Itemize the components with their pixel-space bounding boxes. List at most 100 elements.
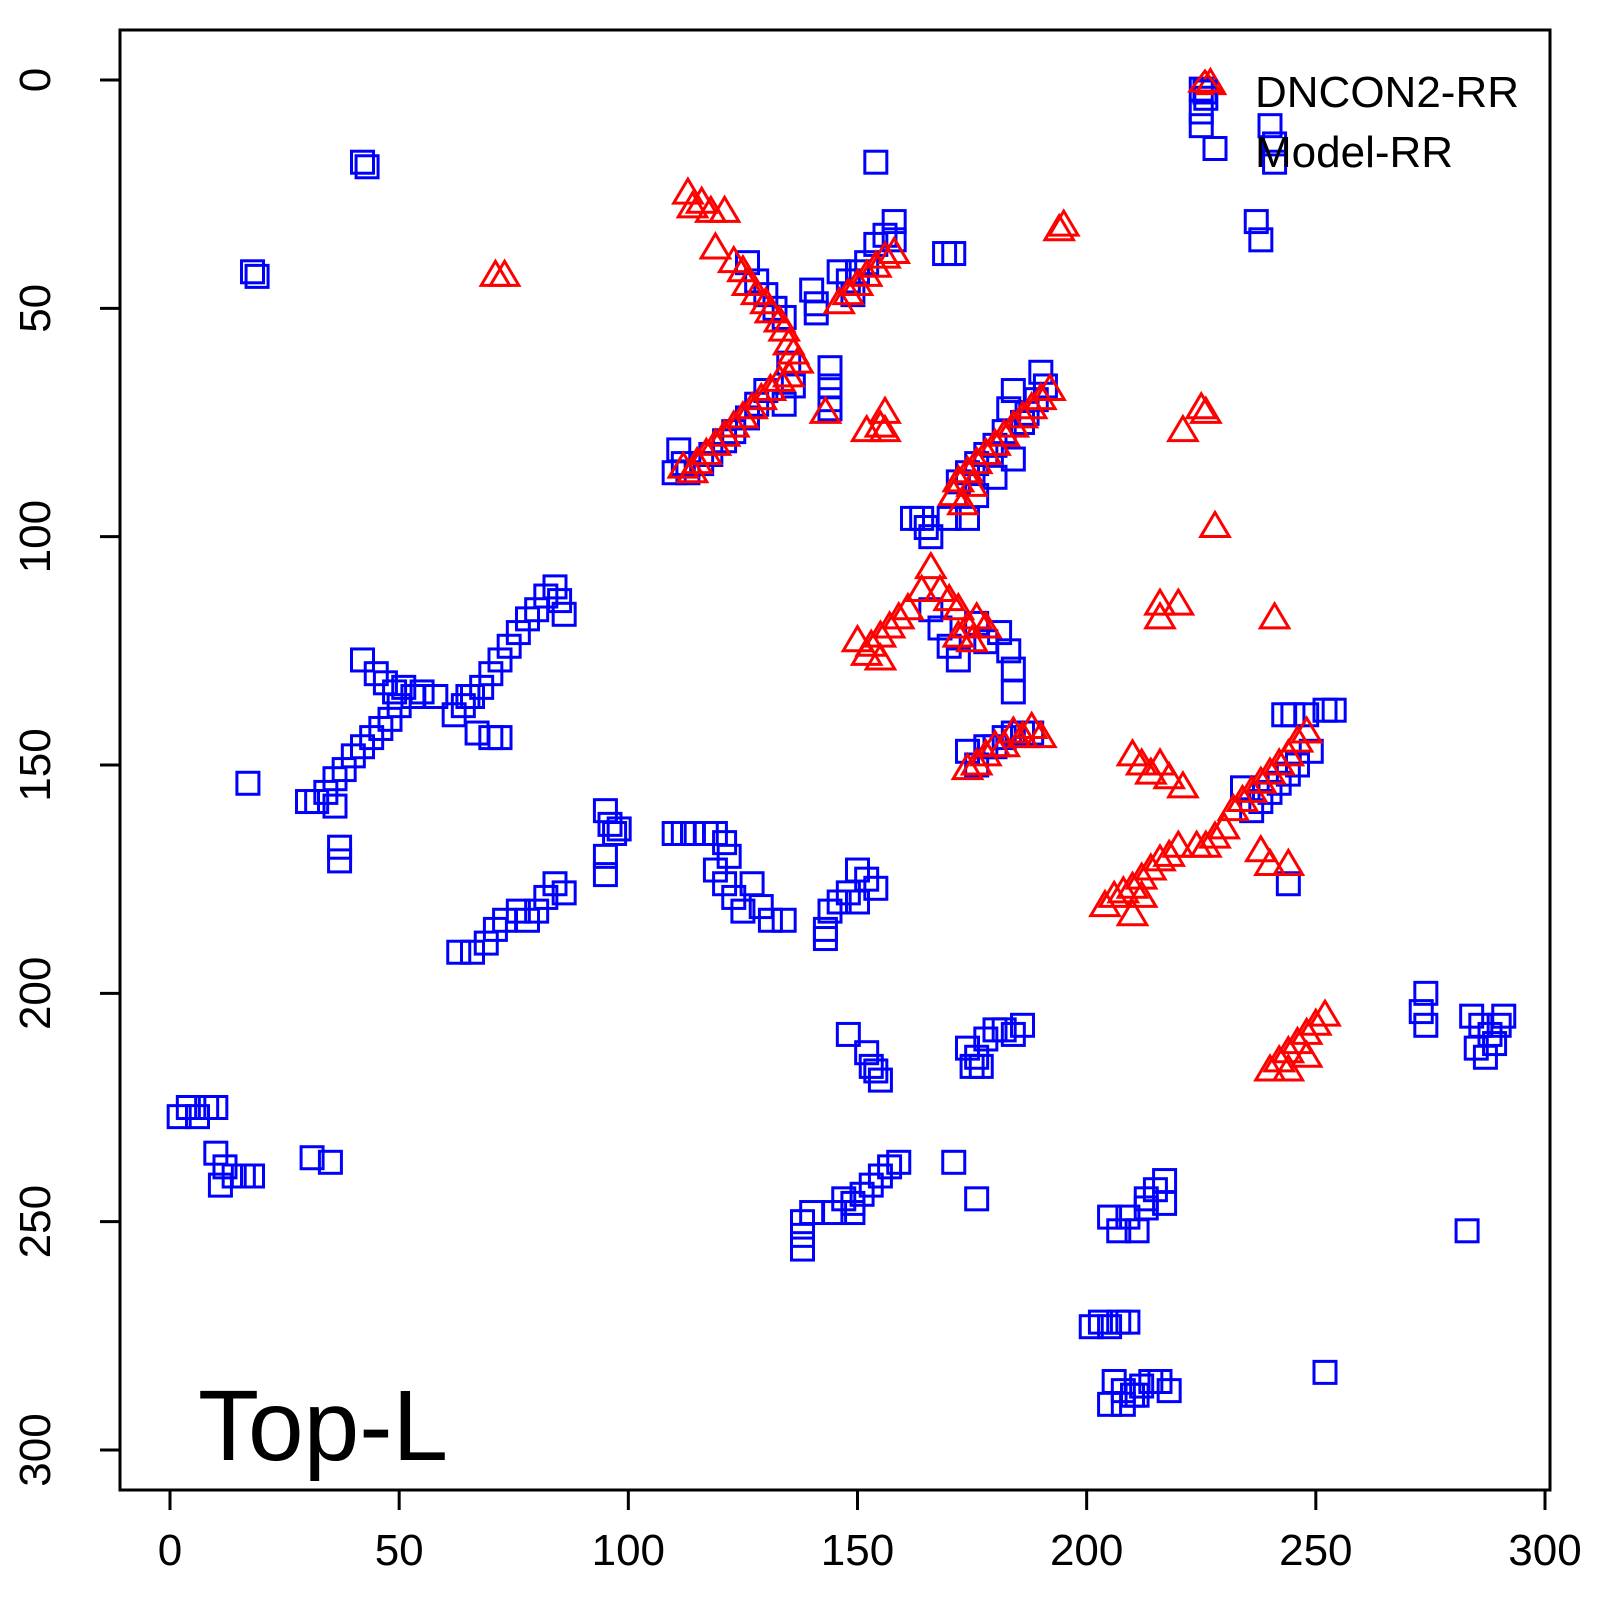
point-square <box>1454 1218 1480 1244</box>
point-square <box>340 743 366 769</box>
point-square <box>716 843 742 869</box>
point-square <box>670 821 696 846</box>
point-square <box>831 1186 857 1212</box>
point-square <box>702 821 728 846</box>
point-square <box>964 1186 990 1212</box>
point-square <box>845 889 870 915</box>
point-square <box>1312 1359 1338 1385</box>
point-square <box>313 779 339 805</box>
point-square <box>858 1172 884 1198</box>
point-square <box>350 149 375 175</box>
point-triangle <box>1115 897 1150 927</box>
point-square <box>1257 113 1283 139</box>
point-square <box>702 857 728 883</box>
y-tick-label: 100 <box>11 500 60 573</box>
point-triangle <box>1243 833 1278 863</box>
point-square <box>551 601 577 627</box>
point-square <box>1129 1373 1155 1399</box>
point-square <box>1413 980 1439 1006</box>
point-square <box>877 1154 903 1180</box>
point-triangle <box>941 591 976 621</box>
point-square <box>1097 1314 1123 1340</box>
point-square <box>473 930 499 956</box>
point-square <box>1321 697 1347 723</box>
point-triangle <box>1271 1053 1306 1082</box>
point-square <box>317 1149 343 1175</box>
point-square <box>377 706 403 732</box>
point-square <box>955 1035 980 1061</box>
point-square <box>1000 1021 1026 1047</box>
point-square <box>299 1145 325 1171</box>
point-square <box>790 1236 815 1262</box>
point-square <box>212 1154 238 1180</box>
point-triangle <box>822 285 857 315</box>
point-triangle <box>849 637 884 666</box>
point-square <box>1294 702 1320 728</box>
point-square <box>941 241 967 267</box>
point-square <box>945 647 971 673</box>
point-square <box>1408 999 1434 1025</box>
point-square <box>1463 1035 1489 1061</box>
point-square <box>450 693 476 719</box>
point-triangle <box>863 642 898 671</box>
point-square <box>1078 1314 1104 1340</box>
x-axis: 0 50 100 150 200 250 300 <box>158 1488 1582 1575</box>
point-triangle <box>1161 587 1196 616</box>
point-square <box>955 505 980 531</box>
point-square <box>863 875 889 901</box>
point-square <box>542 574 568 600</box>
y-tick-label: 0 <box>11 68 60 92</box>
point-square <box>1486 1012 1512 1038</box>
point-square <box>363 661 389 687</box>
x-tick-label: 100 <box>592 1526 665 1575</box>
point-triangle <box>941 619 976 648</box>
point-square <box>858 1053 884 1079</box>
point-square <box>1188 99 1214 125</box>
point-triangle <box>1289 1039 1324 1068</box>
point-square <box>918 524 944 550</box>
point-square <box>1000 679 1026 705</box>
point-square <box>455 684 481 709</box>
point-triangle <box>840 623 875 653</box>
point-triangle <box>771 358 806 388</box>
point-square <box>1124 1382 1150 1408</box>
point-triangle <box>1023 719 1058 749</box>
point-triangle <box>946 486 980 516</box>
point-triangle <box>1280 724 1315 753</box>
point-square <box>505 898 531 924</box>
point-triangle <box>913 550 948 580</box>
point-triangle <box>1152 760 1187 790</box>
point-square <box>295 789 320 815</box>
point-square <box>881 227 907 253</box>
point-square <box>409 679 435 705</box>
point-square <box>748 894 774 920</box>
point-square <box>867 1163 893 1189</box>
point-square <box>991 1017 1017 1043</box>
point-square <box>240 259 265 285</box>
point-square <box>1472 1044 1498 1070</box>
point-triangle <box>1046 208 1081 237</box>
point-triangle <box>863 409 898 438</box>
point-square <box>835 268 861 294</box>
point-square <box>1156 1378 1182 1404</box>
point-square <box>524 898 550 924</box>
point-square <box>1202 136 1228 161</box>
point-square <box>799 1200 825 1226</box>
point-square <box>1413 1012 1439 1038</box>
point-square <box>368 715 394 741</box>
point-square <box>327 834 353 860</box>
point-square <box>203 1095 229 1120</box>
point-triangle <box>1166 413 1200 443</box>
point-square <box>551 880 577 906</box>
point-square <box>350 734 375 760</box>
point-square <box>968 1053 994 1079</box>
point-square <box>863 1058 889 1084</box>
point-square <box>872 222 898 248</box>
point-triangle <box>1271 847 1306 876</box>
point-square <box>1262 149 1288 175</box>
point-square <box>771 907 797 933</box>
point-square <box>441 702 467 728</box>
point-triangle <box>675 189 710 219</box>
point-triangle <box>868 240 902 269</box>
point-square <box>1000 378 1026 404</box>
